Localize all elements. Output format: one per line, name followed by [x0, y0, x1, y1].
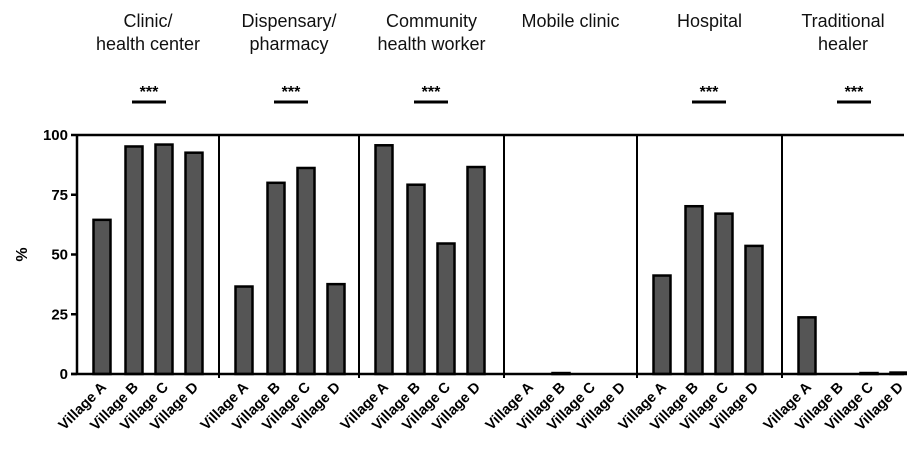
bar: [266, 181, 286, 376]
y-axis-label: %: [14, 247, 31, 261]
facet-title: Mobile clinic: [521, 11, 619, 31]
bar: [714, 212, 734, 376]
bar: [744, 244, 764, 376]
facet-title: Hospital: [677, 11, 742, 31]
y-tick-label: 75: [51, 187, 68, 204]
bar: [466, 165, 486, 376]
bar: [652, 274, 672, 376]
y-tick-label: 0: [60, 366, 68, 383]
facet-title: health worker: [377, 34, 485, 54]
bar: [296, 166, 316, 376]
y-tick-label: 50: [51, 247, 68, 264]
facet-title: Community: [386, 11, 477, 31]
significance-label: ***: [700, 84, 719, 101]
facet-title: health center: [96, 34, 200, 54]
bar: [234, 285, 254, 376]
facet-title: pharmacy: [249, 34, 328, 54]
bar: [684, 204, 704, 376]
bar: [184, 151, 204, 376]
facet-title: Clinic/: [123, 11, 172, 31]
bar: [374, 144, 394, 376]
bar: [406, 183, 426, 376]
facet-title: healer: [818, 34, 868, 54]
bar: [92, 218, 112, 376]
significance-label: ***: [282, 84, 301, 101]
bar: [436, 242, 456, 376]
bar: [154, 143, 174, 376]
facet-title: Traditional: [801, 11, 884, 31]
bar: [797, 316, 817, 376]
y-tick-label: 25: [51, 306, 68, 323]
bar: [326, 282, 346, 376]
bar: [124, 145, 144, 376]
significance-label: ***: [422, 84, 441, 101]
y-tick-label: 100: [43, 127, 68, 144]
significance-label: ***: [845, 84, 864, 101]
significance-label: ***: [140, 84, 159, 101]
facet-title: Dispensary/: [241, 11, 336, 31]
